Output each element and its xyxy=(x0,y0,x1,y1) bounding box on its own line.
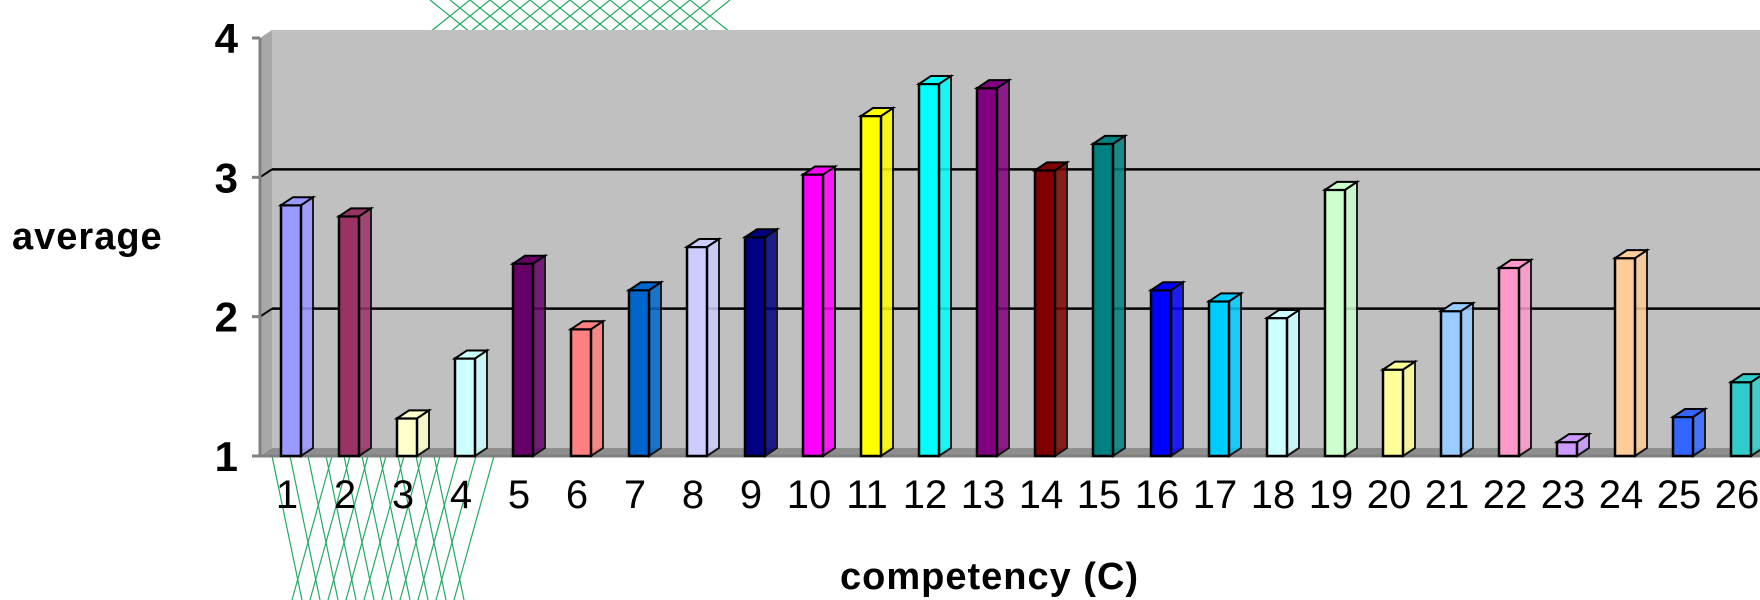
x-tick-label: 26 xyxy=(1715,473,1760,517)
bar xyxy=(1147,280,1187,458)
bar xyxy=(1727,373,1760,458)
bar xyxy=(1437,301,1477,458)
x-tick-label: 9 xyxy=(740,473,762,517)
y-tick-label: 3 xyxy=(215,154,238,201)
bar xyxy=(741,227,781,458)
bar xyxy=(451,348,491,458)
bar xyxy=(509,253,549,458)
bar xyxy=(799,164,839,458)
bar xyxy=(1379,359,1419,458)
bar xyxy=(567,319,607,458)
gridline-depth xyxy=(259,168,273,179)
x-tick-label: 16 xyxy=(1135,473,1180,517)
x-tick-label: 13 xyxy=(961,473,1006,517)
x-tick-label: 19 xyxy=(1309,473,1354,517)
x-tick-label: 4 xyxy=(450,473,472,517)
y-tick-label: 4 xyxy=(215,15,239,62)
x-tick-label: 24 xyxy=(1599,473,1644,517)
x-tick-label: 14 xyxy=(1019,473,1064,517)
plot-side-wall xyxy=(260,30,272,456)
x-tick-labels: 1 2 3 4 5 6 7 8 9 10 11 12 13 14 15 16 17 18 19 20 21 22 23 24 2… xyxy=(276,473,1759,517)
x-tick-label: 11 xyxy=(846,473,888,517)
bar xyxy=(1611,248,1651,458)
bar xyxy=(1669,407,1709,458)
x-tick-label: 20 xyxy=(1367,473,1412,517)
bar xyxy=(1031,160,1071,458)
bar xyxy=(1321,180,1361,458)
bar xyxy=(973,78,1013,458)
x-tick-label: 23 xyxy=(1541,473,1586,517)
bar xyxy=(1495,258,1535,458)
x-tick-label: 21 xyxy=(1425,473,1470,517)
x-tick-label: 1 xyxy=(276,473,298,517)
x-tick-label: 7 xyxy=(624,473,646,517)
x-tick-label: 25 xyxy=(1657,473,1702,517)
x-tick-label: 10 xyxy=(787,473,832,517)
bar xyxy=(1553,432,1593,458)
x-axis-title: competency (C) xyxy=(840,556,1140,598)
y-tick-label: 2 xyxy=(215,294,238,341)
bar xyxy=(277,195,317,458)
plot-back-wall xyxy=(272,30,1760,448)
y-tick-label: 1 xyxy=(215,433,238,480)
x-tick-label: 17 xyxy=(1193,473,1238,517)
gridline-depth xyxy=(259,307,273,318)
bar xyxy=(1205,291,1245,458)
bar xyxy=(1089,134,1129,458)
bars xyxy=(277,74,1760,458)
bar xyxy=(1263,308,1303,458)
y-axis-title: average xyxy=(12,216,163,258)
x-tick-label: 12 xyxy=(903,473,948,517)
green-net-decoration xyxy=(271,0,731,600)
bar xyxy=(857,106,897,458)
bar xyxy=(683,237,723,458)
x-tick-label: 2 xyxy=(334,473,356,517)
x-tick-label: 22 xyxy=(1483,473,1528,517)
bar xyxy=(625,280,665,458)
bar xyxy=(393,408,433,458)
net-lines xyxy=(271,0,731,600)
x-tick-label: 8 xyxy=(682,473,704,517)
x-tick-label: 3 xyxy=(392,473,414,517)
bar xyxy=(915,74,955,458)
x-tick-label: 6 xyxy=(566,473,588,517)
x-tick-label: 18 xyxy=(1251,473,1296,517)
y-tick-labels: 1 2 3 4 xyxy=(215,15,260,480)
x-tick-label: 15 xyxy=(1077,473,1122,517)
bar xyxy=(335,206,375,458)
x-tick-label: 5 xyxy=(508,473,530,517)
